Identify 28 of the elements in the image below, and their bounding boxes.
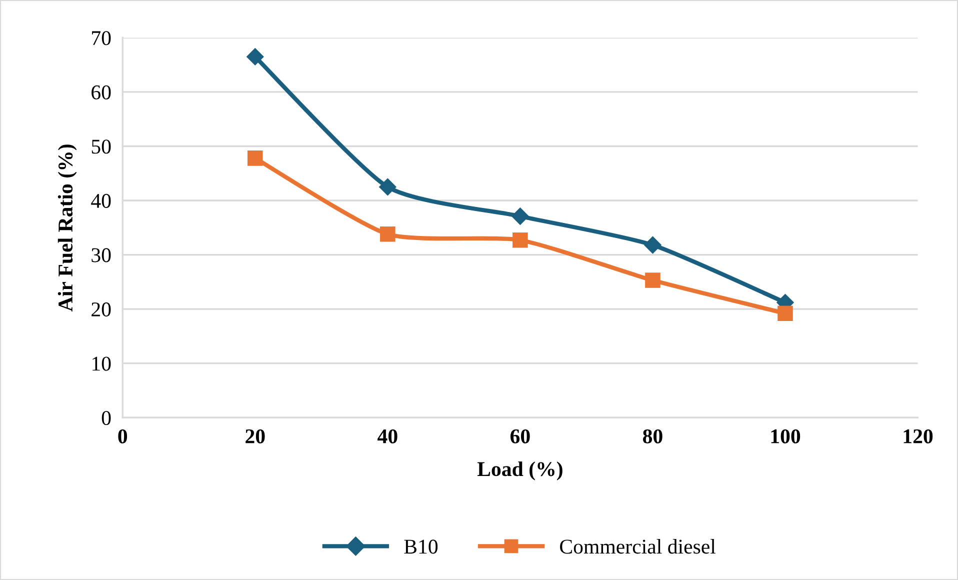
point bbox=[645, 272, 660, 288]
y-tick-label: 70 bbox=[92, 31, 111, 46]
point bbox=[379, 178, 396, 196]
point bbox=[248, 150, 263, 166]
x-tick-label: 120 bbox=[904, 429, 933, 444]
x-tick-label: 0 bbox=[118, 429, 128, 444]
y-tick-label: 10 bbox=[92, 356, 111, 371]
point bbox=[644, 236, 662, 254]
y-tick-label: 60 bbox=[92, 85, 111, 100]
legend-label: B10 bbox=[404, 540, 438, 554]
x-tick-label: 40 bbox=[378, 429, 398, 444]
point bbox=[512, 208, 529, 225]
y-tick-label: 40 bbox=[91, 194, 111, 208]
y-tick-label: 30 bbox=[92, 248, 111, 262]
point bbox=[778, 306, 793, 322]
y-tick-label: 50 bbox=[92, 140, 111, 154]
y-tick-label: 0 bbox=[102, 410, 111, 426]
x-tick-label: 60 bbox=[510, 429, 530, 444]
point bbox=[380, 226, 396, 242]
x-axis-title: Load (%) bbox=[477, 461, 562, 480]
legend-label: Commercial diesel bbox=[560, 539, 716, 554]
point bbox=[246, 48, 264, 66]
x-tick-label: 20 bbox=[246, 429, 265, 444]
point bbox=[512, 232, 528, 248]
y-axis-title: Air Fuel Ratio (%) bbox=[58, 144, 77, 312]
x-tick-label: 100 bbox=[771, 429, 800, 444]
x-tick-label: 80 bbox=[642, 429, 662, 444]
y-tick-label: 20 bbox=[92, 302, 111, 316]
